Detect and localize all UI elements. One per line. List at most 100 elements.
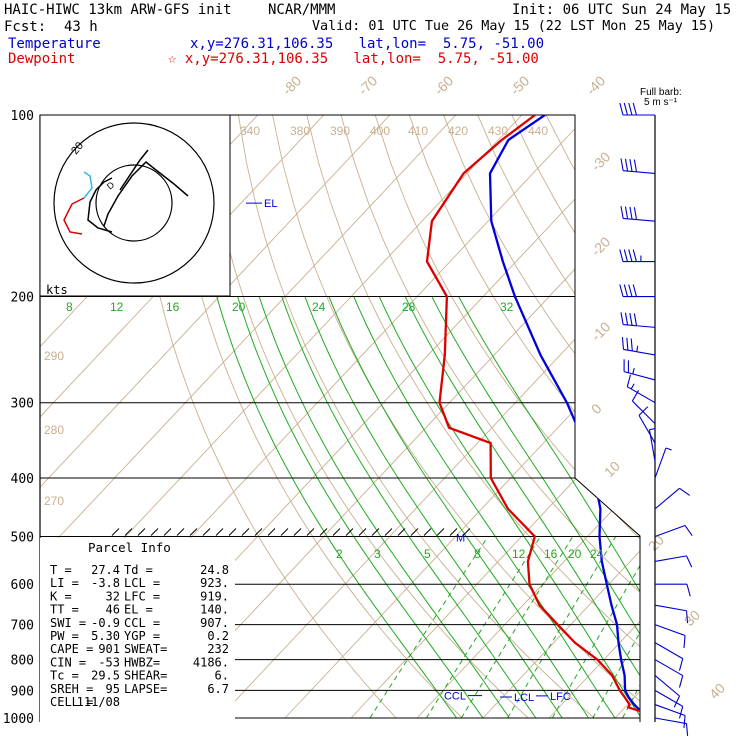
wind-barb-shaft: [654, 487, 680, 510]
theta-label: 380: [290, 124, 310, 138]
isobar-hatch: [397, 528, 406, 536]
dry-adiabat-line: [340, 115, 640, 719]
isotherm-line: [350, 115, 640, 719]
dry-adiabat-line: [135, 115, 397, 719]
parcel-info-cell: 27.4: [91, 563, 120, 577]
wind-barb-shaft: [638, 415, 656, 444]
dry-adiabat-line: [579, 115, 640, 719]
parcel-level-label: LFC: [550, 691, 571, 703]
hodograph-box: [39, 114, 231, 297]
wind-barb-shaft: [623, 170, 656, 174]
theta-label: 420: [448, 124, 468, 138]
wind-barb-shaft: [623, 348, 656, 356]
dry-adiabat-line: [408, 115, 640, 719]
wind-barb-feather: [638, 406, 649, 416]
parcel-level-label: LCL: [514, 692, 534, 704]
wind-barb: [626, 374, 656, 404]
isobar-hatch: [280, 528, 289, 536]
wind-barb: [654, 447, 672, 479]
wind-barb-half-feather: [665, 447, 672, 451]
wind-barb-feather: [683, 715, 686, 728]
parcel-info-cell: 6.7: [207, 682, 229, 696]
isobar-hatch: [215, 528, 224, 536]
parcel-info-cell: 923.: [200, 576, 229, 590]
parcel-info-cell: 901: [98, 642, 120, 656]
dry-adiabat-line: [306, 115, 640, 719]
isobar-hatch: [384, 528, 393, 536]
parcel-info-cell: CELL =: [50, 695, 93, 709]
moist-adiabat-label: 16: [166, 300, 180, 314]
wind-barb: [654, 659, 684, 688]
wind-barb: [623, 359, 656, 381]
sounding-profiles: [425, 115, 640, 720]
isobar-hatch: [176, 528, 185, 536]
isotherm-label: 20: [645, 532, 667, 554]
theta-label: 410: [408, 124, 428, 138]
theta-label: 290: [44, 349, 64, 363]
parcel-info-cell: CIN =: [50, 655, 86, 669]
wind-barb: [620, 158, 656, 174]
wind-barb: [648, 428, 656, 462]
wind-barb-feather: [678, 658, 684, 671]
dewpoint-legend-label: Dewpoint: [8, 51, 76, 67]
moist-adiabat-line: [281, 296, 537, 719]
hodograph-inner-ring: [95, 164, 173, 242]
isotherm-label: 0: [588, 400, 605, 417]
isotherm-label: 10: [601, 458, 623, 480]
wind-barb: [654, 487, 690, 510]
wind-barb: [654, 717, 689, 736]
wind-barb-feather: [679, 487, 690, 496]
pressure-tick-label: 200: [11, 291, 34, 306]
wind-barb-feather: [623, 284, 629, 297]
dry-adiabat-line: [203, 115, 529, 719]
parcel-info-cell: 0.2: [207, 629, 229, 643]
plot-outline: [40, 114, 641, 722]
wind-barb-feather: [624, 206, 629, 219]
wind-barb-feather: [673, 695, 681, 708]
pressure-tick-label: 300: [11, 397, 34, 412]
dry-adiabat-line: [272, 115, 640, 719]
dry-adiabat-line: [443, 115, 640, 719]
wind-barb: [619, 102, 655, 116]
wind-barb-feather: [629, 313, 633, 326]
isobar-hatch: [267, 528, 276, 536]
hodograph-trace-mid: [103, 160, 189, 227]
wind-barb: [620, 312, 656, 328]
isotherm-line: [548, 115, 640, 719]
parcel-info-cell: 111/08: [77, 695, 120, 709]
dry-adiabat-line: [717, 115, 740, 718]
wind-barb: [654, 642, 684, 671]
moist-adiabat-line: [216, 296, 458, 719]
wind-barb-feather: [684, 525, 693, 537]
wind-barb-feather: [631, 390, 640, 402]
moist-adiabat-label: 28: [402, 300, 416, 314]
wind-barb: [621, 336, 656, 356]
wind-barb-shaft: [654, 525, 686, 537]
isotherm-label: -30: [588, 148, 614, 174]
pressure-tick-label: 800: [11, 654, 34, 669]
wind-barb-feather: [619, 249, 624, 262]
dry-adiabat-line: [477, 115, 640, 719]
wind-barb: [619, 284, 655, 298]
parcel-info-cell: 232: [207, 642, 229, 656]
parcel-info-cell: CCL =: [124, 616, 160, 630]
parcel-info-cell: LCL =: [124, 576, 160, 590]
wind-barb-feather: [619, 102, 624, 116]
wind-barb-shaft: [654, 604, 687, 612]
wind-barb-feather: [624, 312, 629, 326]
dry-adiabat-line: [614, 115, 640, 719]
wind-barb-feather: [685, 610, 689, 624]
parcel-info-cell: -3.8: [91, 576, 120, 590]
wind-barb-feather: [628, 284, 633, 297]
isotherm-line: [416, 115, 640, 719]
isotherm-label: -20: [588, 233, 614, 259]
parcel-info-cell: SWEAT=: [124, 642, 167, 656]
wind-barb-shaft: [627, 386, 656, 404]
mixing-ratio-line: [369, 536, 489, 719]
wind-barb-shaft: [623, 217, 656, 222]
moist-adiabat-line: [378, 296, 640, 719]
wind-barb-shaft: [654, 659, 683, 677]
pressure-tick-label: 700: [11, 619, 34, 634]
wind-barb-feather: [628, 102, 633, 116]
pressure-tick-label: 100: [11, 109, 34, 124]
